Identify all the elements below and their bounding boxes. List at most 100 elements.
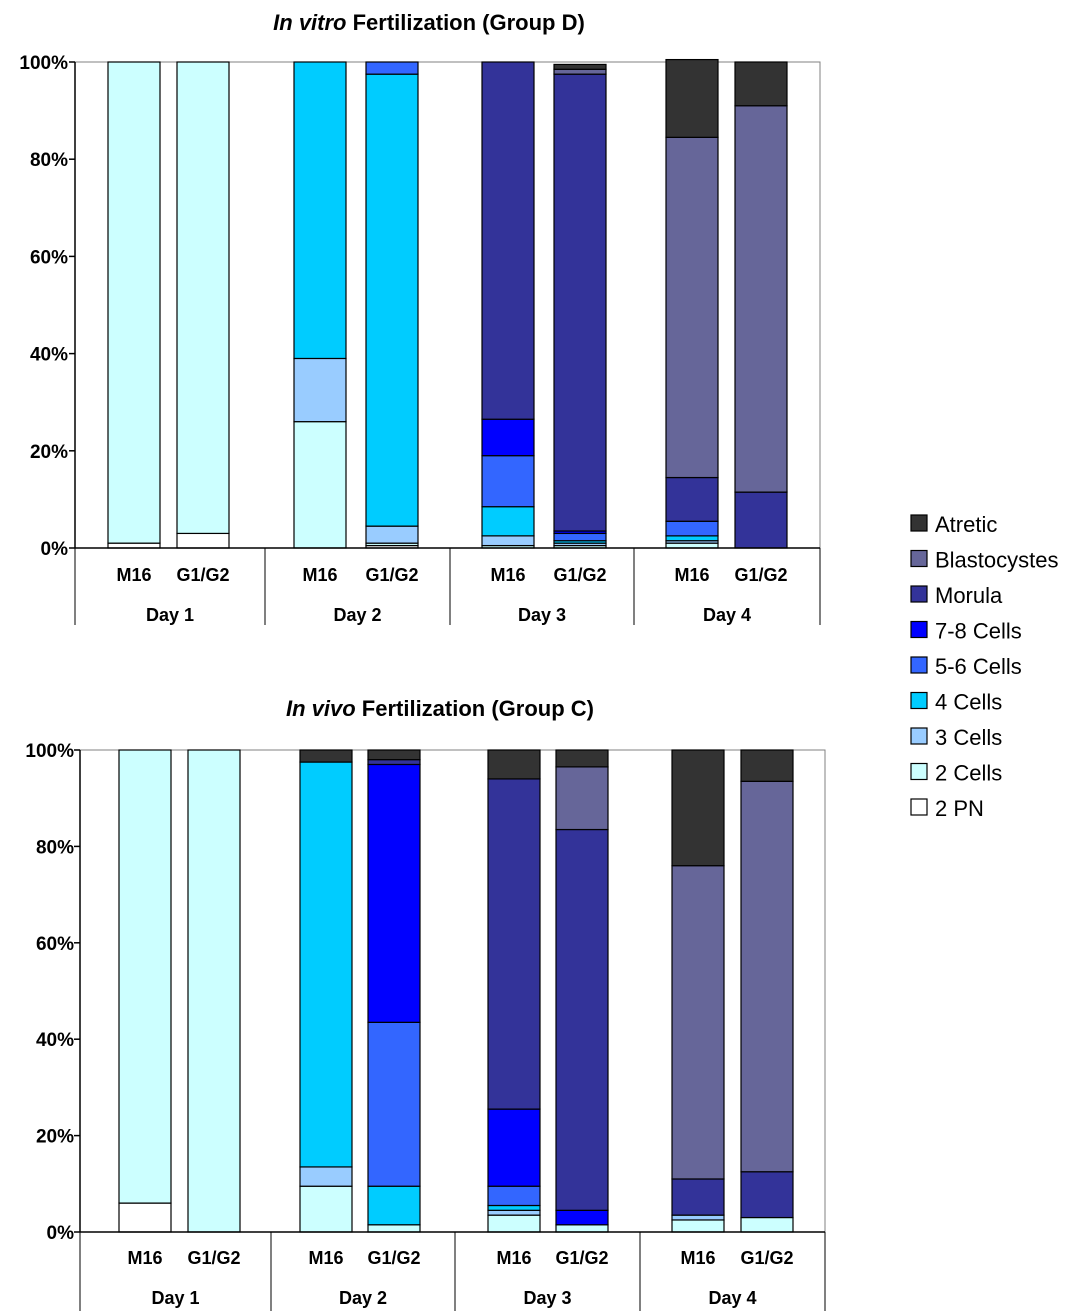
bar-segment-atretic [555,749,609,768]
bar-segment-atretic [553,63,607,70]
legend-swatch-c56 [910,656,928,674]
x-group-label: Day 4 [703,605,751,625]
legend-label: 2 Cells [935,761,1002,786]
bar-segment-c2 [367,1224,421,1233]
bar-segment-blasto [555,766,609,831]
y-tick-label: 100% [19,53,68,74]
bar-segment-morula [665,476,719,522]
x-group-label: Day 4 [708,1288,756,1308]
y-tick-label: 40% [36,1030,74,1051]
x-category-label: G1/G2 [187,1248,240,1268]
x-category-label: M16 [490,565,525,585]
bar-segment-c2 [176,61,230,535]
x-group-label: Day 3 [518,605,566,625]
x-group-label: Day 1 [146,605,194,625]
bar-segment-c78 [487,1108,541,1187]
x-category-label: M16 [127,1248,162,1268]
x-category-label: M16 [302,565,337,585]
legend-label: Atretic [935,512,997,537]
bar-segment-c4 [367,1185,421,1226]
bar-segment-atretic [299,749,353,763]
bar-segment-c78 [367,763,421,1023]
legend-label: 3 Cells [935,725,1002,750]
legend-swatch-blasto [910,549,928,568]
bar-segment-c56 [553,532,607,542]
bar-segment-c3 [487,1209,541,1216]
bar-segment-c56 [365,61,419,75]
legend-label: 7-8 Cells [935,619,1022,644]
bar-segment-morula [734,491,788,549]
x-category-label: G1/G2 [176,565,229,585]
bar-segment-c2 [555,1224,609,1233]
y-tick-label: 80% [30,150,68,171]
bar-segment-blasto [671,865,725,1180]
bar-segment-pn [176,532,230,549]
bar-segment-morula [553,73,607,532]
legend-swatch-c3 [910,727,928,745]
bar-segment-c2 [299,1185,353,1233]
bar-segment-c2 [187,749,241,1233]
bar-segment-atretic [487,749,541,780]
bar-segment-pn [118,1202,172,1233]
bar-segment-c56 [367,1021,421,1187]
bar-segment-morula [740,1171,794,1219]
x-category-label: M16 [496,1248,531,1268]
bar-segment-c4 [293,61,347,360]
bar-segment-c78 [481,418,535,457]
bar-segment-c3 [365,525,419,544]
legend-label: Morula [935,583,1003,608]
bar-segment-c56 [665,520,719,537]
bar-segment-c2 [107,61,161,544]
bar-segment-c3 [671,1214,725,1221]
legend-label: Blastocystes [935,548,1059,573]
x-category-label: G1/G2 [740,1248,793,1268]
x-group-label: Day 2 [333,605,381,625]
bar-segment-c4 [365,73,419,527]
chart-in-vivo: In vivo Fertilization (Group C) 0% 20% 40% 6… [25,696,826,1311]
bar-segment-morula [671,1178,725,1216]
bar-segment-atretic [734,61,788,107]
y-tick-label: 20% [36,1127,74,1148]
x-category-label: G1/G2 [365,565,418,585]
y-tick-label: 40% [30,345,68,366]
legend-swatch-pn [910,798,928,816]
x-category-label: M16 [308,1248,343,1268]
x-group-label: Day 1 [151,1288,199,1308]
bar-segment-c4 [665,535,719,542]
chart-title: In vitro Fertilization (Group D) [273,10,585,35]
bar-segment-c56 [487,1185,541,1207]
chart-in-vitro: In vitro Fertilization (Group D) 0% 20% 40%… [19,10,821,625]
bar-segment-c4 [299,761,353,1168]
bar-segment-c2 [487,1214,541,1233]
y-tick-label: 100% [25,741,74,762]
x-group-label: Day 2 [339,1288,387,1308]
legend-swatch-c78 [910,620,928,639]
bar-segment-c4 [487,1204,541,1211]
x-category-label: G1/G2 [555,1248,608,1268]
x-category-label: M16 [116,565,151,585]
legend-label: 2 PN [935,796,984,821]
x-category-label: M16 [680,1248,715,1268]
bar-segment-blasto [553,68,607,75]
bar-segment-c56 [481,455,535,508]
legend-swatch-c4 [910,691,928,710]
x-category-label: G1/G2 [734,565,787,585]
y-tick-label: 60% [30,247,68,268]
bar-segment-morula [487,778,541,1110]
y-tick-label: 0% [47,1223,75,1244]
bar-segment-morula [555,828,609,1211]
legend-swatch-atretic [910,514,928,532]
bar-segment-c78 [555,1209,609,1226]
legend-swatch-c2 [910,762,928,781]
bar-segment-c2 [671,1219,725,1233]
bar-segment-atretic [740,749,794,782]
bar-segment-c3 [293,357,347,423]
legend-label: 5-6 Cells [935,654,1022,679]
y-tick-label: 0% [41,539,69,560]
bar-segment-morula [367,759,421,766]
legend-swatch-morula [910,585,928,603]
bar-segment-blasto [665,136,719,479]
x-category-label: G1/G2 [367,1248,420,1268]
x-category-label: M16 [674,565,709,585]
